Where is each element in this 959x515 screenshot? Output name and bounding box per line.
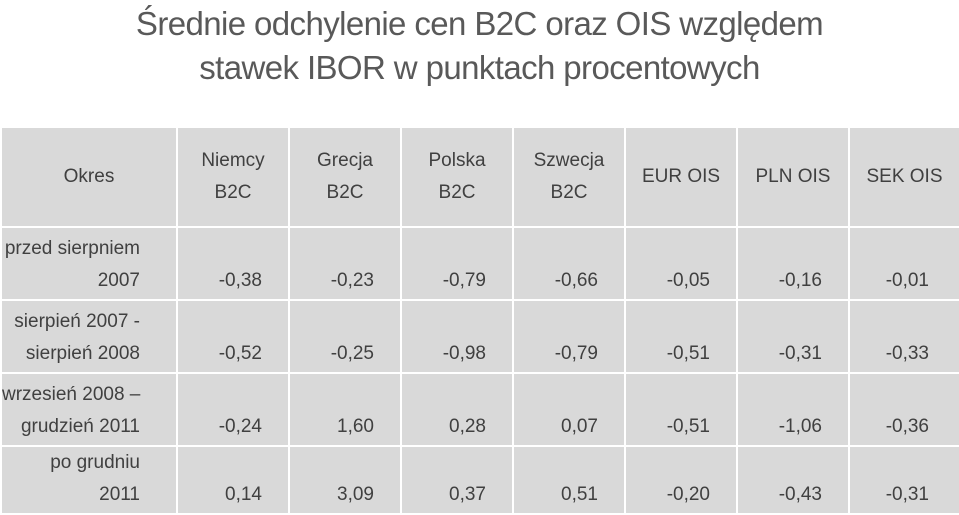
table-row: po grudniu 2011 0,14 3,09 0,37 0,51 -0,2… (0, 445, 959, 515)
period-cell: wrzesień 2008 – grudzień 2011 (0, 372, 178, 447)
period-line-2: sierpień 2008 (25, 343, 140, 364)
value-cell: -1,06 (736, 372, 850, 447)
table-header-row: Okres Niemcy B2C Grecja B2C Polska B2C S… (0, 126, 959, 228)
table-row: sierpień 2007 - sierpień 2008 -0,52 -0,2… (0, 299, 959, 374)
period-line-1: wrzesień 2008 – (2, 384, 141, 405)
value-cell: -0,25 (288, 299, 402, 374)
header-cell-pln-ois: PLN OIS (736, 126, 850, 228)
header-cell-grecja-b2c: Grecja B2C (288, 126, 402, 228)
header-label: Szwecja (533, 150, 605, 171)
header-cell-szwecja-b2c: Szwecja B2C (512, 126, 626, 228)
value-cell: -0,43 (736, 445, 850, 515)
value-cell: -0,66 (512, 226, 626, 301)
value-cell: -0,51 (624, 299, 738, 374)
header-label: PLN OIS (755, 166, 831, 187)
value-cell: -0,31 (736, 299, 850, 374)
value-cell: -0,33 (848, 299, 959, 374)
value-cell: -0,79 (512, 299, 626, 374)
period-cell: sierpień 2007 - sierpień 2008 (0, 299, 178, 374)
value-cell: -0,38 (176, 226, 290, 301)
header-sublabel: B2C (438, 182, 476, 203)
value-cell: 0,07 (512, 372, 626, 447)
period-line-1: po grudniu (50, 452, 140, 473)
value-cell: -0,51 (624, 372, 738, 447)
table-row: przed sierpniem 2007 -0,38 -0,23 -0,79 -… (0, 226, 959, 301)
value-cell: 0,28 (400, 372, 514, 447)
header-cell-okres: Okres (0, 126, 178, 228)
value-cell: 0,37 (400, 445, 514, 515)
header-cell-sek-ois: SEK OIS (848, 126, 959, 228)
header-label: Polska (428, 150, 486, 171)
value-cell: -0,36 (848, 372, 959, 447)
header-label: Niemcy (201, 150, 265, 171)
header-label: SEK OIS (866, 166, 943, 187)
period-cell: przed sierpniem 2007 (0, 226, 178, 301)
header-label: Okres (63, 166, 115, 187)
value-cell: -0,16 (736, 226, 850, 301)
period-line-2: grudzień 2011 (20, 416, 140, 437)
value-cell: -0,52 (176, 299, 290, 374)
title-line-2: stawek IBOR w punktach procentowych (199, 49, 760, 86)
header-label: EUR OIS (641, 166, 721, 187)
value-cell: -0,31 (848, 445, 959, 515)
value-cell: -0,24 (176, 372, 290, 447)
title-line-1: Średnie odchylenie cen B2C oraz OIS wzgl… (135, 5, 824, 42)
header-label: Grecja (317, 150, 373, 171)
value-cell: 3,09 (288, 445, 402, 515)
period-line-1: przed sierpniem (4, 238, 140, 259)
header-cell-niemcy-b2c: Niemcy B2C (176, 126, 290, 228)
value-cell: 0,14 (176, 445, 290, 515)
period-line-2: 2011 (99, 484, 140, 505)
period-line-1: sierpień 2007 - (14, 311, 140, 332)
period-line-2: 2007 (97, 270, 140, 291)
header-sublabel: B2C (326, 182, 364, 203)
deviation-table: Okres Niemcy B2C Grecja B2C Polska B2C S… (0, 126, 959, 515)
value-cell: -0,20 (624, 445, 738, 515)
value-cell: 1,60 (288, 372, 402, 447)
table-row: wrzesień 2008 – grudzień 2011 -0,24 1,60… (0, 372, 959, 447)
value-cell: -0,23 (288, 226, 402, 301)
value-cell: -0,01 (848, 226, 959, 301)
period-cell: po grudniu 2011 (0, 445, 178, 515)
value-cell: -0,79 (400, 226, 514, 301)
header-sublabel: B2C (214, 182, 252, 203)
value-cell: 0,51 (512, 445, 626, 515)
value-cell: -0,05 (624, 226, 738, 301)
header-cell-eur-ois: EUR OIS (624, 126, 738, 228)
header-cell-polska-b2c: Polska B2C (400, 126, 514, 228)
value-cell: -0,98 (400, 299, 514, 374)
header-sublabel: B2C (550, 182, 588, 203)
